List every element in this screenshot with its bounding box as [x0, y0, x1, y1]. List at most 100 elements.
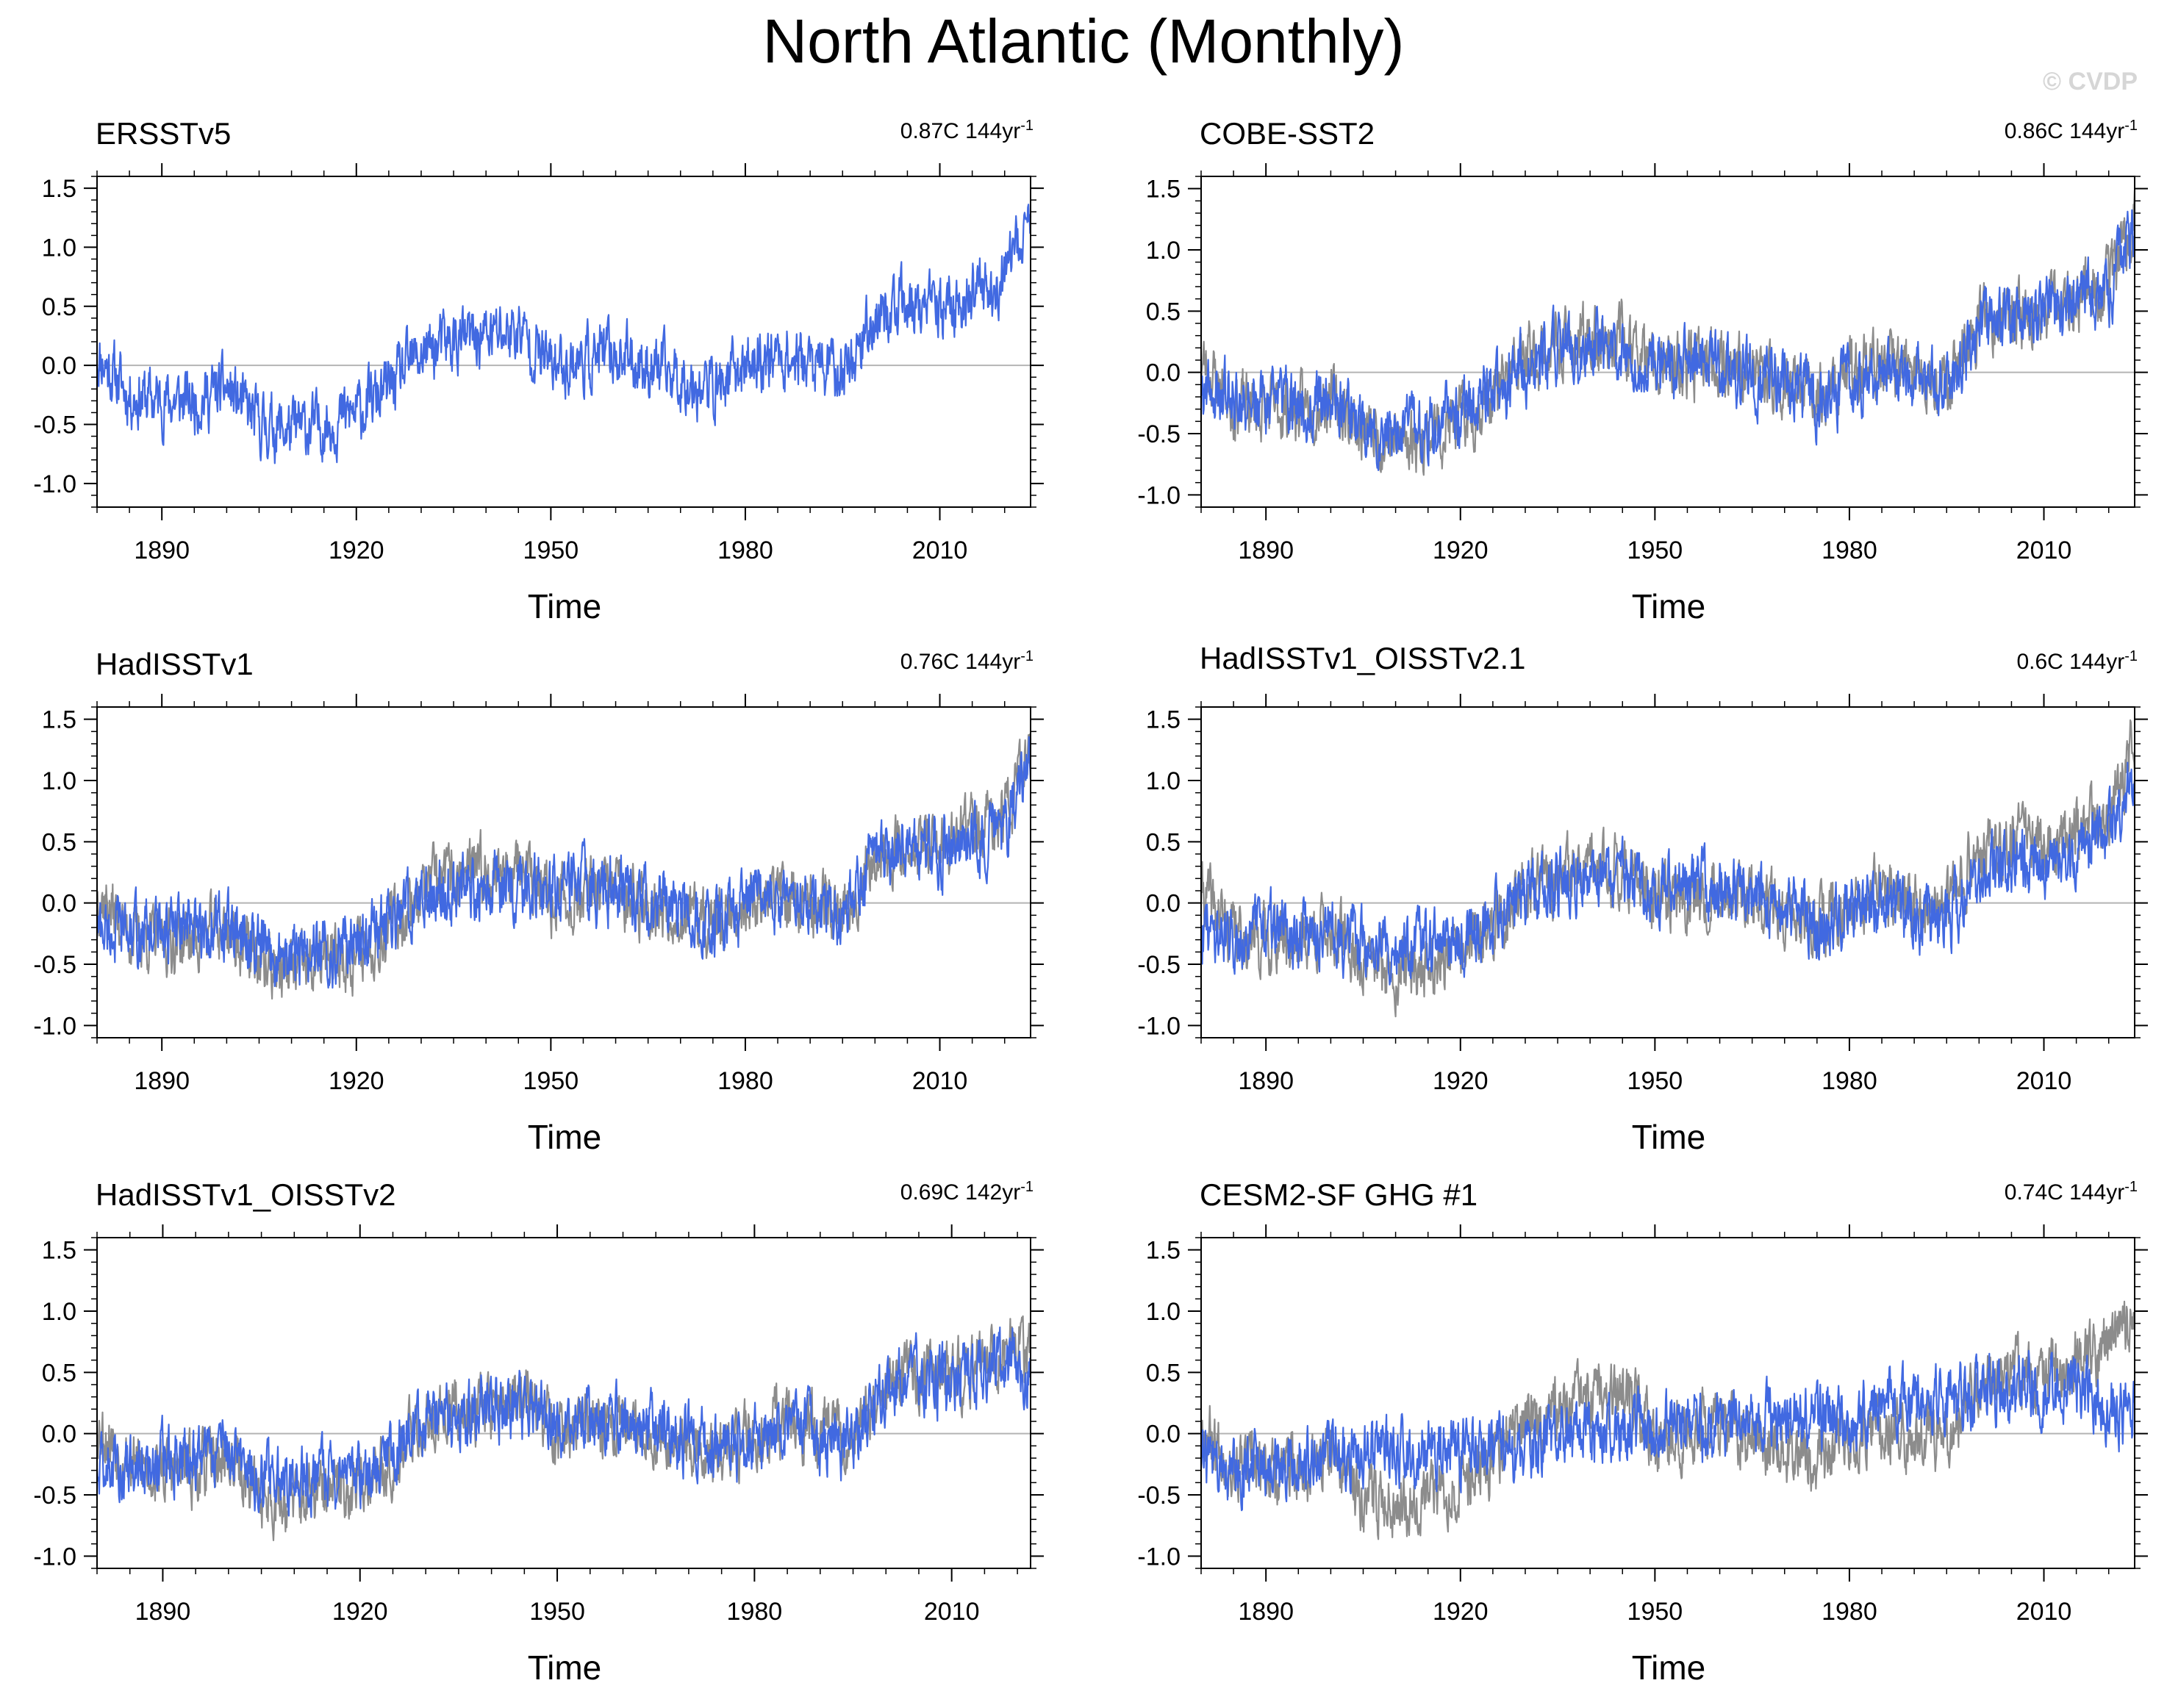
panel-trend: 0.69C 142yr-1: [900, 1179, 1034, 1205]
plot-area: -1.0 -0.5 0.0 0.5 1.0 1.5 1890 1920 1950 1980 2010: [1137, 1224, 2148, 1626]
y-tick-label: 0.5: [42, 293, 76, 321]
x-tick-label: 1980: [1822, 1067, 1877, 1095]
panel-title: ERSSTv5: [96, 116, 232, 151]
x-tick-label: 1950: [529, 1598, 585, 1626]
x-tick-label: 1920: [329, 1067, 384, 1095]
y-tick-label: 0.0: [1146, 890, 1181, 918]
trend-value: 0.6C 144yr: [2016, 650, 2125, 674]
trend-exponent: -1: [2124, 1179, 2138, 1195]
x-tick-label: 1980: [717, 1067, 773, 1095]
panel-trend: 0.86C 144yr-1: [2005, 118, 2138, 144]
y-tick-label: -1.0: [1137, 1012, 1181, 1040]
x-axis-label: Time: [527, 1118, 602, 1156]
plot-area: -1.0 -0.5 0.0 0.5 1.0 1.5 1890 1920 1950 1980 2010: [1137, 163, 2148, 564]
x-tick-label: 1890: [1238, 1067, 1294, 1095]
panel-hadisstv1: HadISSTv1 0.76C 144yr-1 -1.0 -0.5 0.0 0.5 1.…: [0, 641, 1084, 1177]
panel-hadisstv1-oisstv2: HadISSTv1_OISSTv2 0.69C 142yr-1 -1.0 -0.5…: [0, 1171, 1084, 1708]
plot-area: -1.0 -0.5 0.0 0.5 1.0 1.5 1890 1920 1950 1980 2010: [1137, 694, 2148, 1095]
x-tick-label: 1890: [1238, 1598, 1294, 1626]
y-tick-label: 1.0: [1146, 237, 1181, 265]
y-tick-label: 1.5: [1146, 706, 1181, 734]
x-tick-label: 1920: [1433, 537, 1489, 564]
panel-trend: 0.6C 144yr-1: [2016, 648, 2138, 675]
x-tick-label: 1890: [134, 1067, 190, 1095]
y-tick-label: -1.0: [1137, 481, 1181, 509]
y-tick-label: 0.5: [1146, 1359, 1181, 1387]
x-tick-label: 1950: [1627, 1598, 1683, 1626]
plot-frame: [96, 176, 1031, 508]
x-tick-label: 2010: [2016, 1067, 2072, 1095]
figure-title: North Atlantic (Monthly): [762, 7, 1405, 76]
plot-frame: [96, 706, 1031, 1038]
x-tick-label: 1920: [332, 1598, 388, 1626]
trend-exponent: -1: [2124, 648, 2138, 664]
panel-title: HadISSTv1_OISSTv2: [96, 1177, 396, 1212]
y-tick-label: 1.5: [42, 1237, 76, 1265]
x-axis-label: Time: [1631, 1648, 1706, 1687]
panel-cesm2-sf-ghg-1: CESM2-SF GHG #1 0.74C 144yr-1 -1.0 -0.5 0.…: [1084, 1171, 2167, 1708]
x-tick-label: 1980: [1822, 1598, 1877, 1626]
x-tick-label: 1980: [717, 537, 773, 564]
plot-area: -1.0 -0.5 0.0 0.5 1.0 1.5 1890 1920 1950 1980 2010: [33, 694, 1044, 1095]
primary-series-line: [96, 1326, 1032, 1518]
x-tick-label: 1950: [523, 1067, 579, 1095]
y-tick-label: 1.0: [42, 767, 76, 795]
y-tick-label: 0.5: [1146, 828, 1181, 856]
panel-cobe-sst2: COBE-SST2 0.86C 144yr-1 -1.0 -0.5 0.0 0.5 1.…: [1084, 110, 2167, 647]
panel-trend: 0.87C 144yr-1: [900, 118, 1034, 144]
y-tick-label: -0.5: [33, 412, 76, 439]
y-tick-label: -0.5: [1137, 1482, 1181, 1510]
y-tick-label: -1.0: [33, 470, 76, 498]
y-tick-label: 0.0: [42, 890, 76, 918]
y-tick-label: -1.0: [33, 1012, 76, 1040]
x-tick-label: 1890: [135, 1598, 191, 1626]
y-tick-label: 0.5: [42, 828, 76, 856]
plot-frame: [1200, 1237, 2135, 1569]
y-tick-label: -1.0: [33, 1543, 76, 1571]
y-tick-label: 0.0: [1146, 1421, 1181, 1449]
x-tick-label: 1980: [1822, 537, 1877, 564]
x-tick-label: 2010: [924, 1598, 980, 1626]
trend-exponent: -1: [1020, 648, 1034, 664]
primary-series-line: [1200, 761, 2136, 986]
y-tick-label: 1.5: [1146, 176, 1181, 204]
x-tick-label: 1890: [1238, 537, 1294, 564]
x-tick-label: 1980: [727, 1598, 783, 1626]
x-axis-label: Time: [527, 1648, 602, 1687]
x-tick-label: 2010: [912, 537, 968, 564]
trend-value: 0.69C 142yr: [900, 1180, 1021, 1205]
x-axis-label: Time: [1631, 1118, 1706, 1156]
x-tick-label: 1950: [1627, 1067, 1683, 1095]
plot-area: -1.0 -0.5 0.0 0.5 1.0 1.5 1890 1920 1950 1980 2010: [33, 1224, 1044, 1626]
y-tick-label: 1.0: [42, 1298, 76, 1326]
y-tick-label: 0.0: [42, 352, 76, 380]
panel-title: HadISSTv1_OISSTv2.1: [1200, 641, 1526, 675]
plot-frame: [1200, 176, 2135, 508]
trend-value: 0.76C 144yr: [900, 650, 1021, 674]
primary-series-line: [96, 736, 1032, 989]
trend-value: 0.86C 144yr: [2004, 119, 2125, 143]
x-tick-label: 1920: [1433, 1598, 1489, 1626]
y-tick-label: 1.0: [1146, 1298, 1181, 1326]
panel-hadisstv1-oisstv2-1: HadISSTv1_OISSTv2.1 0.6C 144yr-1 -1.0 -0.…: [1084, 641, 2167, 1177]
x-tick-label: 1890: [134, 537, 190, 564]
y-tick-label: 0.5: [1146, 298, 1181, 326]
plot-area: -1.0 -0.5 0.0 0.5 1.0 1.5 1890 1920 1950 1980 2010: [33, 163, 1044, 564]
y-tick-label: -0.5: [1137, 951, 1181, 979]
trend-exponent: -1: [1020, 1179, 1034, 1195]
y-tick-label: 0.0: [42, 1421, 76, 1449]
y-tick-label: -1.0: [1137, 1543, 1181, 1571]
panel-trend: 0.74C 144yr-1: [2005, 1179, 2138, 1205]
x-tick-label: 1950: [1627, 537, 1683, 564]
panel-ersstv5: ERSSTv5 0.87C 144yr-1 -1.0 -0.5 0.0 0.5 1.0 1…: [0, 110, 1084, 647]
y-tick-label: -0.5: [33, 951, 76, 979]
plot-frame: [96, 1237, 1031, 1569]
trend-value: 0.74C 144yr: [2004, 1180, 2125, 1205]
y-tick-label: 1.0: [1146, 767, 1181, 795]
y-tick-label: 0.5: [42, 1359, 76, 1387]
primary-series-line: [1200, 209, 2136, 471]
panel-title: COBE-SST2: [1200, 116, 1375, 151]
y-tick-label: 1.5: [42, 175, 76, 203]
panel-title: CESM2-SF GHG #1: [1200, 1177, 1478, 1212]
